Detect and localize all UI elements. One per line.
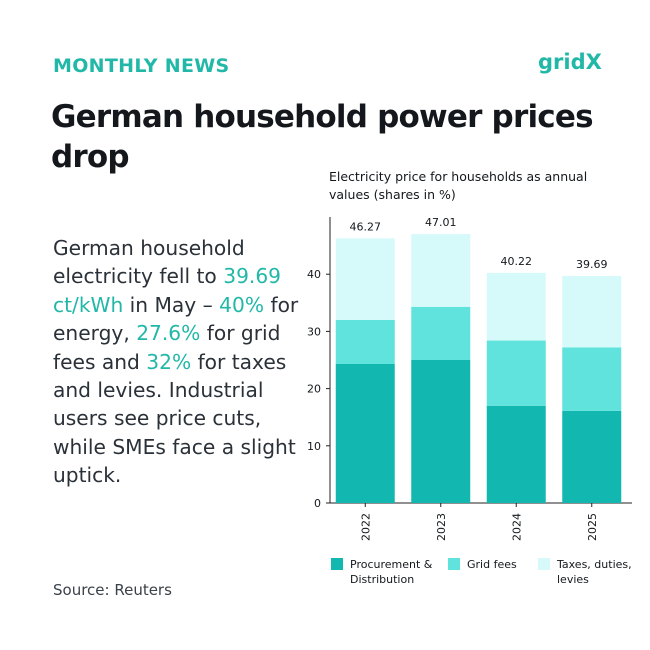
legend-label-taxes: Taxes, duties, levies [557, 558, 632, 586]
y-tick-label: 10 [307, 440, 321, 453]
bar-segment-2025-procurement [562, 410, 622, 503]
legend-item-taxes: Taxes, duties, levies [538, 557, 642, 587]
bar-segment-2022-procurement [335, 364, 395, 503]
x-tick-label: 2022 [359, 513, 372, 541]
legend-swatch-taxes [538, 558, 550, 570]
summary-segment: for grid fees and [53, 321, 281, 374]
bar-segment-2025-grid-fees [562, 347, 622, 411]
legend-label-grid-fees: Grid fees [467, 558, 517, 571]
chart-title: Electricity price for households as annu… [329, 169, 588, 202]
monthly-news-kicker: MONTHLY NEWS [53, 55, 230, 77]
highlight-figure: 40% [219, 292, 265, 317]
headline: German household power prices drop [51, 99, 594, 175]
summary-text: German household electricity fell to 39.… [53, 234, 308, 490]
x-tick-label: 2024 [510, 513, 523, 541]
highlight-figure: 32% [146, 349, 192, 374]
x-tick-label: 2025 [586, 513, 599, 541]
summary-segment: for taxes and levies. Industrial users s… [53, 349, 296, 488]
x-tick-label: 2023 [435, 513, 448, 541]
bar-segment-2024-taxes [486, 272, 546, 341]
legend-label-procurement: Procurement & Distribution [350, 558, 433, 586]
bar-total-label: 40.22 [501, 255, 533, 268]
summary-segment: German household electricity fell to [53, 236, 245, 289]
bar-segment-2023-taxes [411, 234, 471, 307]
bar-segment-2023-grid-fees [411, 306, 471, 360]
legend-item-grid-fees: Grid fees [448, 557, 537, 572]
bar-segment-2022-grid-fees [335, 319, 395, 365]
legend-item-procurement: Procurement & Distribution [331, 557, 440, 587]
bar-segment-2024-procurement [486, 405, 546, 503]
y-tick-label: 0 [314, 497, 321, 510]
bar-segment-2024-grid-fees [486, 340, 546, 406]
bar-segment-2023-procurement [411, 360, 471, 503]
y-tick-label: 40 [307, 268, 321, 281]
bar-segment-2025-taxes [562, 275, 622, 348]
gridx-logo: gridX [538, 50, 602, 74]
bar-segment-2022-taxes [335, 238, 395, 320]
bar-total-label: 39.69 [576, 258, 608, 271]
highlight-figure: 27.6% [136, 321, 201, 346]
y-tick-label: 30 [307, 325, 321, 338]
source-note: Source: Reuters [53, 581, 172, 599]
legend-swatch-procurement [331, 558, 343, 570]
y-tick-label: 20 [307, 383, 321, 396]
bar-total-label: 46.27 [350, 220, 382, 233]
highlight-figure: 39.69 ct/kWh [53, 264, 282, 317]
summary-segment: in May – [123, 292, 220, 317]
bar-total-label: 47.01 [425, 216, 457, 229]
summary-segment: for energy, [53, 292, 299, 346]
legend-swatch-grid-fees [448, 558, 460, 570]
